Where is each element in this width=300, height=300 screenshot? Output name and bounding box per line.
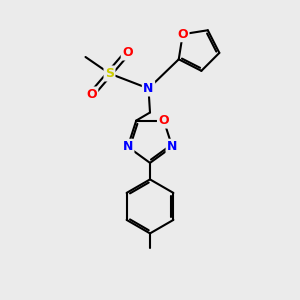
Text: N: N <box>143 82 154 95</box>
Text: N: N <box>167 140 177 153</box>
Text: O: O <box>122 46 133 59</box>
Text: O: O <box>86 88 97 101</box>
Text: N: N <box>123 140 133 153</box>
Text: O: O <box>177 28 188 41</box>
Text: S: S <box>105 67 114 80</box>
Text: O: O <box>158 114 169 127</box>
